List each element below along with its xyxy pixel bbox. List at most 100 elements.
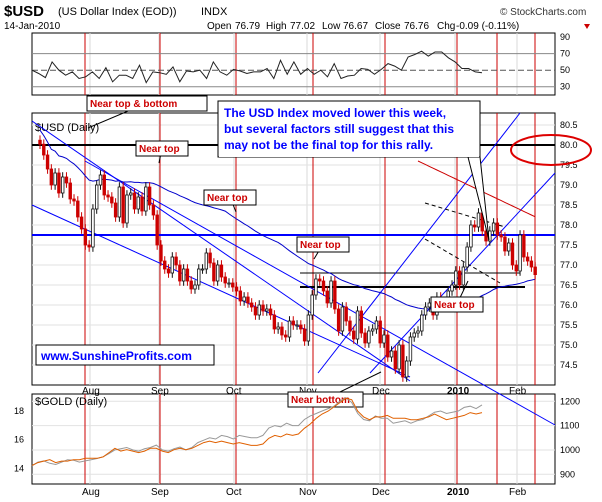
- annotation-label: Near top: [203, 189, 257, 213]
- candle: [268, 304, 273, 320]
- candle: [522, 230, 526, 262]
- candle: [45, 150, 50, 174]
- candle: [386, 330, 390, 362]
- annotation-label: Near top & bottom: [86, 95, 208, 129]
- rsi-tick-label: 90: [560, 32, 570, 42]
- candle: [344, 302, 348, 326]
- candle: [367, 326, 371, 348]
- candle: [533, 262, 537, 280]
- candle: [72, 194, 76, 206]
- candle: [136, 192, 140, 214]
- trend-line: [84, 160, 556, 426]
- candle: [503, 232, 507, 256]
- candle: [68, 178, 72, 204]
- candle: [121, 182, 125, 228]
- candle: [408, 332, 413, 366]
- candle: [295, 320, 299, 330]
- trend-line: [317, 112, 521, 374]
- watermark-box: www.SunshineProfits.com: [35, 344, 215, 366]
- candle: [117, 182, 122, 222]
- x-tick-label: Oct: [226, 386, 242, 397]
- close-value: 76.76: [404, 21, 429, 32]
- close-label: Close: [375, 21, 401, 32]
- candle: [276, 322, 280, 334]
- price-legend: $USD (Daily): [35, 122, 99, 134]
- copyright: © StockCharts.com: [500, 7, 586, 18]
- candle: [257, 300, 261, 320]
- candle: [242, 292, 246, 306]
- annotation-label: Near bottom: [287, 371, 382, 408]
- candle: [189, 276, 193, 294]
- candle: [393, 346, 398, 374]
- gold-panel: [31, 393, 556, 485]
- x-tick-label: Feb: [509, 487, 527, 498]
- annotation-label: Near top: [135, 140, 189, 164]
- trend-line: [31, 204, 411, 378]
- candle: [382, 330, 386, 348]
- annotations: Near top & bottom Near top Near top Near to…: [86, 95, 484, 408]
- candle: [60, 172, 65, 198]
- svg-text:Near top: Near top: [207, 193, 248, 204]
- candle: [518, 230, 522, 276]
- candle: [113, 198, 118, 222]
- candle: [389, 346, 394, 362]
- candle: [363, 328, 367, 348]
- candle: [106, 190, 110, 202]
- exchange-label: INDX: [201, 6, 228, 18]
- svg-text:Near top & bottom: Near top & bottom: [90, 99, 177, 110]
- candle: [197, 264, 201, 290]
- x-tick-label: Aug: [82, 487, 100, 498]
- candle: [79, 212, 84, 234]
- candle: [249, 298, 254, 312]
- candle: [397, 340, 401, 374]
- candle: [510, 238, 515, 270]
- candle: [132, 188, 137, 214]
- candle: [457, 266, 462, 290]
- rsi-series: [31, 50, 555, 88]
- candle: [401, 340, 405, 382]
- candle: [412, 328, 416, 342]
- high-label: High: [266, 21, 287, 32]
- candle: [110, 192, 114, 208]
- candle: [144, 182, 148, 216]
- rsi-axis: 90 70 50 30: [560, 32, 570, 92]
- rsi-tick-label: 50: [560, 65, 570, 75]
- candle: [185, 264, 190, 286]
- trend-line: [424, 238, 501, 284]
- chg-value: -0.09 (-0.11%): [456, 21, 519, 32]
- price-tick-label: 78.5: [560, 200, 578, 210]
- candle: [495, 218, 500, 240]
- x-tick-label: Oct: [226, 487, 242, 498]
- svg-text:Near top: Near top: [139, 144, 180, 155]
- candle: [450, 280, 454, 296]
- price-tick-label: 77.5: [560, 240, 578, 250]
- candle: [57, 168, 61, 198]
- open-label: Open: [207, 21, 231, 32]
- price-tick-label: 75.0: [560, 340, 578, 350]
- x-tick-label: 2010: [447, 487, 470, 498]
- gold-price-line: [31, 396, 483, 467]
- price-tick-label: 75.5: [560, 320, 578, 330]
- x-tick-label: Sep: [151, 386, 169, 397]
- gold-tick-label: 900: [560, 469, 575, 479]
- candle: [42, 139, 46, 160]
- symbol-title: $USD: [4, 3, 44, 20]
- candle: [525, 252, 530, 266]
- gold-left-tick-label: 18: [14, 406, 24, 416]
- candle: [465, 242, 469, 272]
- candle: [91, 204, 95, 252]
- candle: [49, 164, 54, 190]
- gold-tick-label: 1200: [560, 396, 580, 406]
- candle: [299, 320, 303, 334]
- candle: [265, 304, 269, 316]
- candle: [253, 302, 258, 320]
- rsi-tick-label: 30: [560, 82, 570, 92]
- candle: [83, 224, 88, 250]
- candle: [529, 256, 534, 272]
- candle: [378, 316, 382, 348]
- candle: [174, 252, 178, 270]
- candle: [234, 282, 239, 296]
- candle: [87, 240, 91, 252]
- gold-ratio-line: [31, 397, 483, 466]
